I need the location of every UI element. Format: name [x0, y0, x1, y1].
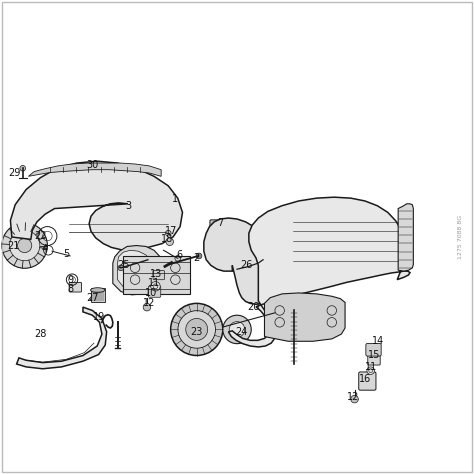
Text: 13: 13 — [150, 269, 163, 279]
Text: 15: 15 — [368, 350, 381, 361]
Circle shape — [143, 303, 151, 311]
Text: 4: 4 — [42, 244, 48, 254]
Text: 12: 12 — [143, 298, 155, 309]
Ellipse shape — [91, 288, 105, 292]
Text: 26: 26 — [240, 260, 253, 271]
Circle shape — [351, 395, 358, 403]
Circle shape — [18, 238, 32, 253]
Text: 18: 18 — [161, 234, 173, 245]
Polygon shape — [398, 204, 413, 271]
Text: 11: 11 — [148, 278, 160, 289]
Text: 12: 12 — [347, 392, 359, 402]
Text: 29: 29 — [8, 168, 20, 178]
Circle shape — [151, 282, 160, 291]
Polygon shape — [17, 307, 107, 369]
Text: 27: 27 — [86, 292, 99, 303]
Text: 17: 17 — [165, 226, 178, 237]
Polygon shape — [113, 246, 162, 295]
Ellipse shape — [91, 297, 105, 302]
Polygon shape — [204, 218, 273, 304]
Text: 24: 24 — [236, 327, 248, 337]
Text: 16: 16 — [359, 374, 371, 384]
Text: 23: 23 — [191, 327, 203, 337]
Polygon shape — [10, 161, 182, 278]
Circle shape — [196, 253, 202, 259]
FancyBboxPatch shape — [359, 372, 376, 390]
Circle shape — [229, 322, 245, 337]
Text: 2: 2 — [193, 253, 200, 264]
Text: 28: 28 — [34, 329, 46, 339]
Circle shape — [223, 315, 251, 344]
Circle shape — [171, 303, 223, 356]
Text: 5: 5 — [63, 248, 70, 259]
Polygon shape — [228, 197, 410, 347]
Circle shape — [186, 319, 208, 340]
Text: 3: 3 — [125, 201, 131, 211]
Circle shape — [165, 230, 171, 236]
FancyBboxPatch shape — [91, 288, 105, 302]
Polygon shape — [118, 250, 153, 289]
Text: 7: 7 — [217, 218, 224, 228]
Text: 1275 7088 8G: 1275 7088 8G — [458, 215, 463, 259]
FancyBboxPatch shape — [148, 286, 161, 297]
FancyBboxPatch shape — [210, 220, 224, 229]
FancyBboxPatch shape — [153, 271, 164, 280]
FancyBboxPatch shape — [123, 256, 190, 294]
Circle shape — [9, 230, 40, 261]
Polygon shape — [28, 163, 161, 176]
Text: 6: 6 — [176, 250, 182, 260]
Circle shape — [2, 223, 47, 268]
Circle shape — [20, 165, 26, 171]
Text: 8: 8 — [67, 284, 73, 294]
Circle shape — [367, 367, 374, 374]
FancyBboxPatch shape — [69, 283, 82, 292]
Text: 14: 14 — [372, 336, 384, 346]
Circle shape — [178, 310, 216, 348]
Text: 30: 30 — [86, 160, 99, 170]
Text: 9: 9 — [67, 274, 73, 285]
FancyBboxPatch shape — [368, 355, 380, 365]
Text: 10: 10 — [145, 288, 157, 298]
Text: 19: 19 — [93, 311, 106, 322]
Text: 20: 20 — [247, 302, 260, 312]
Text: 1: 1 — [173, 194, 178, 204]
Text: 22: 22 — [34, 230, 46, 241]
Polygon shape — [264, 293, 345, 341]
Circle shape — [166, 238, 173, 246]
Text: 21: 21 — [7, 241, 19, 252]
FancyBboxPatch shape — [366, 344, 381, 356]
Text: 11: 11 — [365, 362, 377, 373]
Circle shape — [118, 265, 124, 271]
Text: 25: 25 — [117, 260, 129, 271]
